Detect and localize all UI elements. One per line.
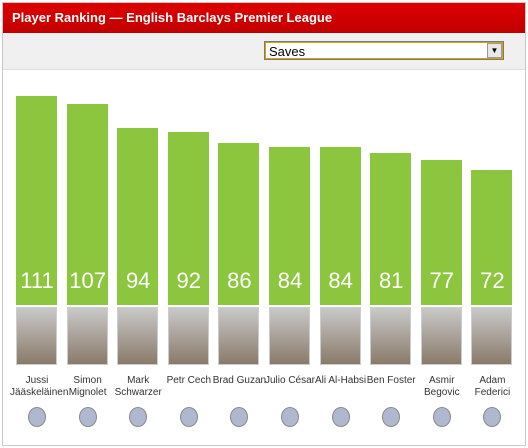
player-column: 84 Julio César bbox=[265, 69, 315, 445]
player-column: 81 Ben Foster bbox=[367, 69, 416, 445]
club-badge bbox=[230, 407, 249, 427]
bar bbox=[218, 143, 260, 305]
player-photo bbox=[420, 307, 462, 365]
dropdown-arrow[interactable]: ▼ bbox=[487, 43, 502, 58]
player-photo bbox=[370, 307, 412, 365]
player-column: 86 Brad Guzan bbox=[213, 69, 266, 445]
bar bbox=[319, 147, 361, 305]
club-badge bbox=[281, 407, 299, 427]
bar bbox=[370, 152, 412, 305]
player-photo bbox=[269, 307, 310, 365]
value-label: 107 bbox=[69, 268, 106, 293]
player-name: Brad Guzan bbox=[212, 375, 267, 386]
player-photo bbox=[16, 307, 57, 365]
club-badge bbox=[129, 407, 148, 427]
value-label: 81 bbox=[378, 268, 404, 293]
toolbar: Saves ▼ bbox=[3, 33, 525, 70]
player-name: Mark Schwarzer bbox=[114, 375, 162, 398]
player-name: Jussi Jääskeläinen bbox=[10, 375, 69, 398]
value-label: 84 bbox=[277, 268, 303, 293]
bar bbox=[16, 96, 57, 305]
stat-dropdown[interactable]: Saves ▼ bbox=[264, 41, 504, 60]
player-name: Asmir Begovic bbox=[424, 375, 460, 398]
bar bbox=[420, 160, 462, 305]
club-badge bbox=[179, 407, 198, 427]
player-name: Simon Mignolet bbox=[68, 375, 107, 398]
player-column: 92 Petr Cech bbox=[166, 69, 212, 445]
player-name: Ali Al-Habsi bbox=[315, 375, 367, 386]
player-photo bbox=[167, 307, 209, 365]
player-column: 72 Adam Federici bbox=[469, 69, 515, 445]
bar bbox=[66, 103, 108, 305]
player-photo bbox=[319, 307, 361, 365]
player-photo bbox=[218, 307, 260, 365]
header-title: Player Ranking — English Barclays Premie… bbox=[3, 3, 525, 33]
club-badge bbox=[78, 407, 97, 427]
player-column: 107 Simon Mignolet bbox=[65, 69, 111, 445]
dropdown-value: Saves bbox=[269, 44, 306, 59]
club-badge bbox=[331, 407, 350, 427]
bar bbox=[269, 147, 310, 305]
value-label: 77 bbox=[429, 268, 455, 293]
club-badge bbox=[432, 407, 451, 427]
player-photo bbox=[117, 307, 159, 365]
player-column: 84 Ali Al-Habsi bbox=[315, 69, 366, 445]
value-label: 111 bbox=[20, 268, 54, 293]
value-label: 72 bbox=[480, 268, 505, 293]
player-column: 111 Jussi Jääskeläinen bbox=[10, 69, 68, 445]
value-label: 86 bbox=[227, 268, 252, 293]
value-label: 92 bbox=[176, 268, 202, 293]
player-column: 94 Mark Schwarzer bbox=[115, 69, 162, 445]
player-photo bbox=[66, 307, 108, 365]
player-name: Julio César bbox=[264, 375, 316, 386]
player-name: Adam Federici bbox=[474, 375, 511, 398]
club-badge bbox=[382, 407, 401, 427]
bar bbox=[167, 132, 209, 305]
bar bbox=[471, 169, 513, 305]
club-badge bbox=[28, 407, 46, 427]
player-column: 77 Asmir Begovic bbox=[419, 69, 465, 445]
bar bbox=[117, 128, 159, 305]
player-name: Ben Foster bbox=[366, 375, 416, 386]
club-badge bbox=[483, 407, 502, 427]
player-name: Petr Cech bbox=[166, 375, 212, 386]
value-label: 84 bbox=[328, 268, 353, 293]
value-label: 94 bbox=[125, 268, 151, 293]
player-photo bbox=[471, 307, 513, 365]
